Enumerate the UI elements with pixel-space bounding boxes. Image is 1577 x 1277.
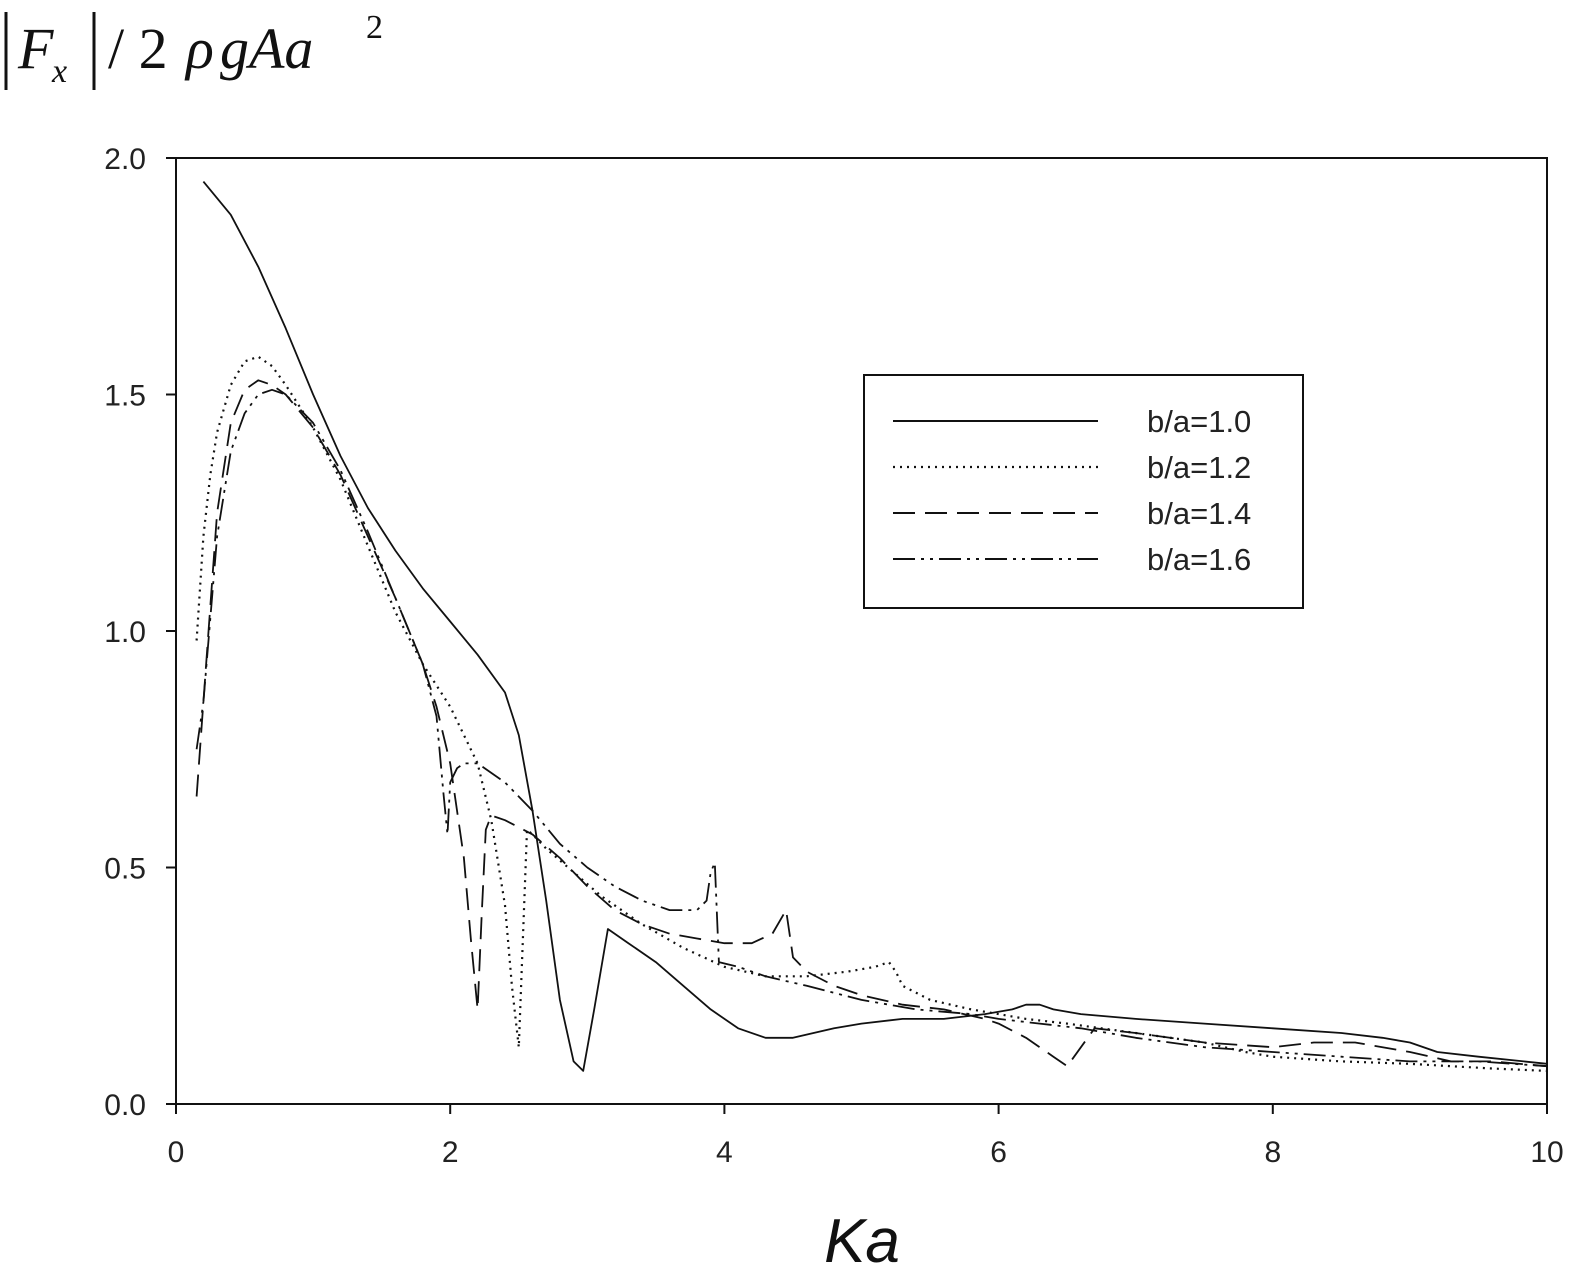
x-axis-label: Ka [824, 1207, 900, 1276]
legend-label-1: b/a=1.0 [1147, 404, 1251, 439]
x-tick-label: 10 [1530, 1136, 1563, 1169]
legend-label-2: b/a=1.2 [1147, 450, 1251, 485]
series-line-4 [195, 388, 1548, 1068]
y-tick-label: 1.5 [104, 380, 146, 413]
x-tick-label: 6 [990, 1136, 1007, 1169]
legend-label-4: b/a=1.6 [1147, 542, 1251, 577]
y-tick-label: 0.5 [104, 853, 146, 886]
ylabel-divide: / 2 [108, 16, 168, 81]
x-tick-label: 8 [1264, 1136, 1281, 1169]
series-line-2 [195, 355, 1548, 1072]
legend-label-3: b/a=1.4 [1147, 496, 1251, 531]
legend-box [863, 374, 1304, 609]
legend: b/a=1.0 b/a=1.2 b/a=1.4 b/a=1.6 [863, 374, 1304, 609]
plot-frame [175, 157, 1548, 1105]
x-tick-label: 4 [716, 1136, 733, 1169]
ylabel-f: F [17, 16, 54, 81]
x-tick-label: 2 [442, 1136, 459, 1169]
y-axis-label: F x / 2 ρ gAa 2 [4, 9, 383, 90]
series-line-1 [202, 181, 1548, 1072]
ylabel-rho: ρ [184, 16, 214, 81]
plot-series [195, 181, 1548, 1072]
y-tick-label: 2.0 [104, 143, 146, 176]
series-line-3 [195, 379, 1548, 1068]
ylabel-superscript: 2 [366, 9, 383, 46]
y-axis: 0.0 0.5 1.0 1.5 2.0 [104, 143, 176, 1122]
ylabel-subscript: x [51, 53, 67, 90]
y-tick-label: 0.0 [104, 1089, 146, 1122]
x-tick-label: 0 [168, 1136, 185, 1169]
y-tick-label: 1.0 [104, 616, 146, 649]
x-axis: 0 2 4 6 8 10 [168, 1104, 1564, 1169]
ylabel-gaa: gAa [220, 16, 313, 81]
